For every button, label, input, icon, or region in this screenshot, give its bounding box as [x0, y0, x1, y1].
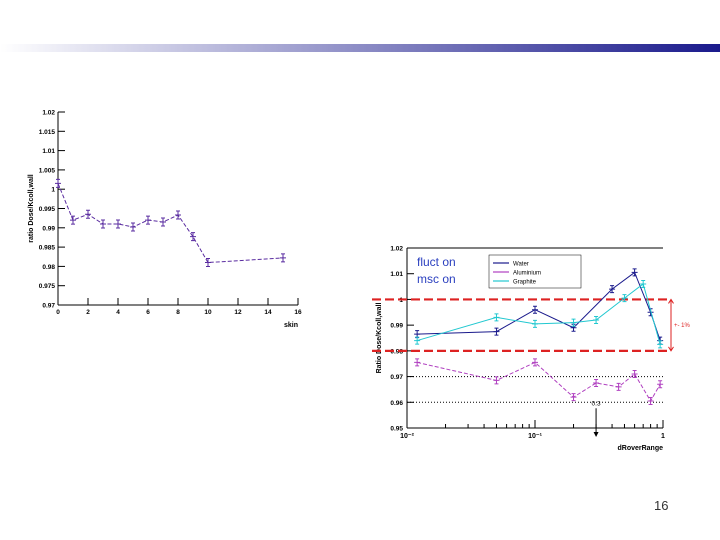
- data-point: [609, 285, 616, 294]
- drover-ratio-chart: 0.950.960.970.980.9911.011.0210⁻²10⁻¹1dR…: [372, 246, 691, 452]
- data-point: [414, 330, 421, 339]
- data-point: [570, 393, 577, 402]
- data-point: [414, 358, 421, 367]
- y-tick-label: 0.97: [390, 374, 403, 381]
- data-point: [640, 280, 647, 288]
- legend-label: Water: [513, 262, 529, 268]
- y-tick-label: 0.98: [390, 348, 403, 355]
- y-tick-label: 0.97: [42, 303, 55, 310]
- series-line: [417, 361, 661, 402]
- y-tick-label: 0.99: [390, 323, 403, 330]
- y-tick-label: 1.02: [390, 246, 403, 253]
- series-line: [417, 271, 661, 341]
- series-line: [57, 183, 284, 264]
- y-tick-label: 1.005: [39, 167, 56, 174]
- x-tick-label: 0: [56, 309, 60, 316]
- data-point: [532, 358, 538, 367]
- y-axis-label: Ratio Dose/Kcoll,wall: [376, 303, 383, 374]
- y-tick-label: 0.975: [39, 283, 56, 290]
- data-point: [145, 215, 151, 225]
- y-tick-label: 1.015: [39, 129, 56, 136]
- data-point: [190, 232, 196, 242]
- x-tick-label: 10⁻²: [400, 433, 414, 440]
- data-point: [621, 294, 628, 303]
- data-point: [631, 268, 638, 277]
- x-tick-label: 4: [116, 309, 120, 316]
- data-point: [55, 178, 61, 188]
- x-tick-label: 12: [234, 309, 242, 316]
- data-point: [493, 376, 500, 385]
- data-point: [100, 219, 106, 229]
- data-point: [532, 305, 538, 314]
- y-tick-label: 0.99: [42, 225, 55, 232]
- legend-label: Graphite: [513, 280, 537, 286]
- data-point: [493, 327, 500, 336]
- page-number: 16: [654, 498, 669, 513]
- x-tick-label: 16: [294, 309, 302, 316]
- marker-arrow-head: [593, 432, 599, 437]
- data-point: [175, 210, 181, 220]
- data-point: [70, 215, 76, 225]
- text-box-line-1: fluct on: [417, 255, 456, 269]
- x-tick-label: 6: [146, 309, 150, 316]
- series-line: [416, 283, 661, 345]
- data-point: [280, 253, 286, 263]
- y-axis-label: ratio Dose/Kcoll,wall: [28, 174, 35, 243]
- data-point: [631, 370, 638, 378]
- y-tick-label: 0.985: [39, 245, 56, 252]
- band-arrow-heads: [668, 298, 674, 352]
- legend-label: Aluminium: [513, 271, 541, 277]
- data-point: [570, 318, 577, 327]
- band-label: +- 1%: [674, 323, 691, 329]
- y-tick-label: 0.98: [42, 264, 55, 271]
- data-point: [85, 209, 91, 219]
- data-point: [160, 217, 166, 227]
- data-point: [657, 340, 664, 349]
- x-tick-label: 10: [204, 309, 212, 316]
- data-point: [657, 380, 664, 389]
- data-point: [130, 222, 136, 232]
- y-tick-label: 0.95: [390, 426, 403, 433]
- data-point: [115, 219, 121, 229]
- y-tick-label: 0.995: [39, 206, 56, 213]
- y-tick-label: 1: [51, 187, 55, 194]
- y-tick-label: 1.01: [42, 148, 55, 155]
- skin-ratio-chart: 0.97 0.975 0.98 0.985 0.99 0.995 1 1.005 1.01 1.0…: [28, 110, 302, 330]
- x-tick-label: 14: [264, 309, 272, 316]
- data-point: [414, 336, 421, 345]
- x-tick-label: 1: [661, 433, 665, 440]
- x-tick-label: 10⁻¹: [528, 433, 542, 440]
- x-axis-label: dRoverRange: [617, 445, 663, 452]
- x-tick-label: 2: [86, 309, 90, 316]
- data-point: [593, 379, 600, 387]
- title-bar: [0, 44, 720, 52]
- y-tick-label: 0.96: [390, 400, 403, 407]
- y-tick-label: 1.02: [42, 110, 55, 117]
- data-point: [615, 382, 622, 391]
- data-point: [493, 313, 500, 322]
- x-axis-label: skin: [284, 322, 298, 329]
- y-tick-label: 1.01: [390, 271, 403, 278]
- data-point: [593, 316, 600, 324]
- data-point: [205, 258, 211, 268]
- marker-label: 0.3: [592, 400, 601, 407]
- x-tick-label: 8: [176, 309, 180, 316]
- data-point: [647, 397, 654, 405]
- text-box-line-2: msc on: [417, 272, 456, 286]
- data-point: [532, 319, 538, 328]
